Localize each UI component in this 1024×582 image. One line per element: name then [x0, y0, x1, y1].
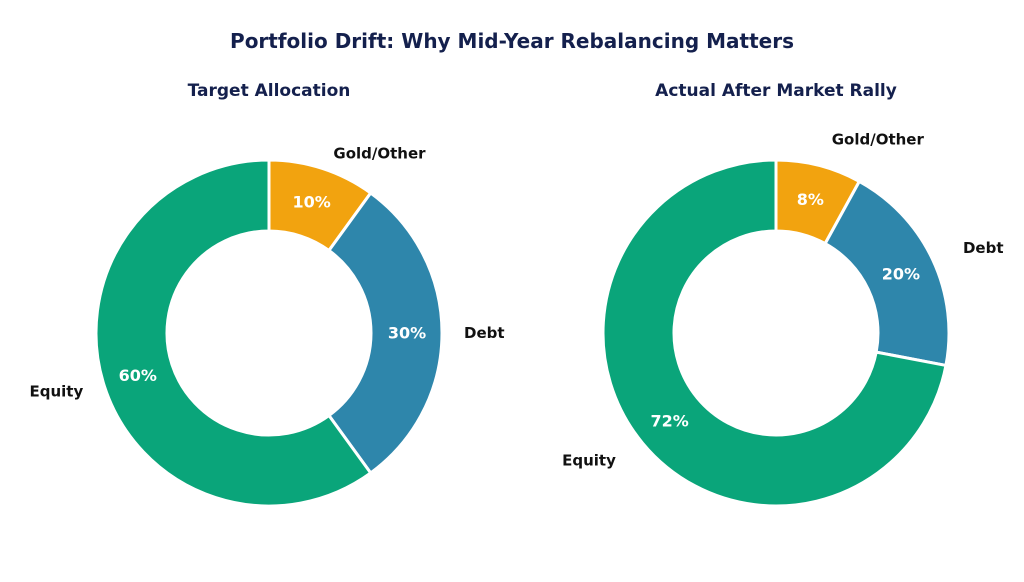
- donut-title-actual: Actual After Market Rally: [655, 81, 897, 101]
- pct-label-equity: 60%: [119, 366, 157, 385]
- category-label-equity: Equity: [29, 382, 83, 400]
- category-label-gold-other: Gold/Other: [832, 130, 925, 148]
- donut-actual-after-rally: Actual After Market Rally 8% Gold/Other 20…: [562, 81, 1004, 508]
- slice-equity: [94, 158, 373, 508]
- category-label-equity: Equity: [562, 451, 616, 469]
- pct-label-debt: 20%: [882, 265, 920, 284]
- slice-debt: [327, 191, 444, 475]
- category-label-debt: Debt: [464, 324, 505, 342]
- donut-target-allocation: Target Allocation 10% Gold/Other 30% Debt 60…: [29, 81, 505, 508]
- category-label-gold-other: Gold/Other: [333, 144, 426, 162]
- category-label-debt: Debt: [963, 239, 1004, 257]
- slice-equity: [601, 158, 948, 508]
- pct-label-gold-other: 10%: [292, 192, 330, 211]
- chart-title: Portfolio Drift: Why Mid-Year Rebalancin…: [230, 29, 794, 53]
- pct-label-gold-other: 8%: [797, 190, 824, 209]
- pct-label-equity: 72%: [651, 411, 689, 430]
- donut-title-target: Target Allocation: [188, 81, 351, 101]
- pct-label-debt: 30%: [388, 324, 426, 343]
